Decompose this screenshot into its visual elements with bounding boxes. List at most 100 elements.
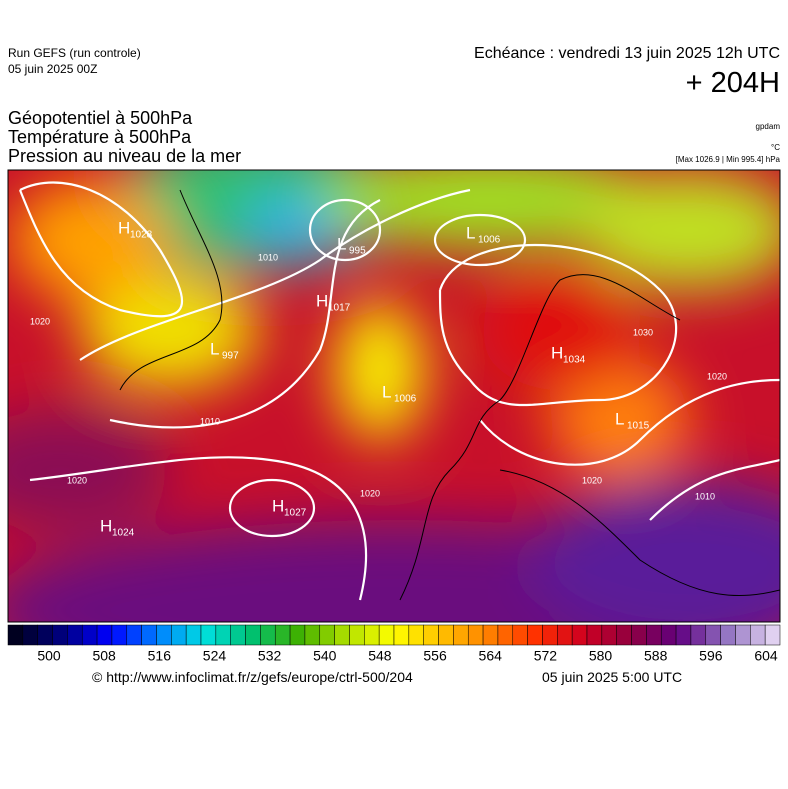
center-type: H <box>118 218 130 237</box>
colorbar-tick-label: 532 <box>258 648 282 664</box>
colorbar-swatch <box>467 624 484 646</box>
center-type: L <box>466 223 475 242</box>
colorbar-tick-label: 540 <box>313 648 337 664</box>
colorbar-tick-label: 508 <box>92 648 116 664</box>
center-value: 1034 <box>563 355 586 366</box>
colorbar-swatch <box>22 624 38 646</box>
colorbar-tick-label: 604 <box>754 648 778 664</box>
colorbar-swatch <box>393 624 410 646</box>
colorbar-swatch <box>126 624 142 646</box>
center-value: 995 <box>349 246 366 257</box>
isobar-label: 1030 <box>633 327 653 337</box>
colorbar-tick-label: 596 <box>699 648 723 664</box>
colorbar-swatch <box>185 624 202 646</box>
colorbar-tick-label: 572 <box>534 648 558 664</box>
colorbar-tick-label: 588 <box>644 648 668 664</box>
colorbar-swatch <box>67 624 83 646</box>
colorbar-swatch <box>111 624 128 646</box>
center-value: 1024 <box>112 528 135 539</box>
colorbar-swatch <box>156 624 172 646</box>
unit: gpdam <box>755 122 780 131</box>
colorbar-swatch <box>646 624 662 646</box>
colorbar-tick-label: 556 <box>423 648 447 664</box>
center-type: L <box>337 234 346 253</box>
colorbar-swatch <box>408 624 424 646</box>
isobar-label: 1010 <box>258 252 278 262</box>
field: Géopotentiel à 500hPa <box>8 108 193 128</box>
colorbar-swatch <box>423 624 439 646</box>
generated: 05 juin 2025 5:00 UTC <box>542 669 683 685</box>
colorbar-swatch <box>527 624 543 646</box>
colorbar-swatch <box>750 624 766 646</box>
colorbar-swatch <box>245 624 261 646</box>
colorbar-swatch <box>171 624 187 646</box>
center-value: 1017 <box>328 303 351 314</box>
colorbar-swatch <box>364 624 380 646</box>
colorbar-swatch <box>542 624 558 646</box>
center-value: 1028 <box>130 230 153 241</box>
colorbar-swatch <box>720 624 736 646</box>
colorbar-swatch <box>274 624 291 646</box>
center-type: L <box>210 339 219 358</box>
colorbar-swatch <box>141 624 157 646</box>
center-value: 997 <box>222 351 239 362</box>
colorbar-swatch <box>453 624 469 646</box>
isobar-label: 1020 <box>67 475 87 485</box>
colorbar-swatch <box>482 624 499 646</box>
colorbar-swatch <box>705 624 721 646</box>
center-type: H <box>316 291 328 310</box>
colorbar-swatch <box>764 624 781 646</box>
isobars <box>18 181 780 601</box>
temperature-field <box>8 170 780 622</box>
colorbar-swatch <box>304 624 321 646</box>
center-type: H <box>551 343 563 362</box>
isobar-label: 1020 <box>582 475 602 485</box>
isobar-label: 1020 <box>707 371 727 381</box>
colorbar-swatch <box>215 624 231 646</box>
colorbar-swatch <box>497 624 514 646</box>
colorbar-swatch <box>349 624 365 646</box>
colorbar-swatch <box>586 624 603 646</box>
colorbar-swatch <box>81 624 98 646</box>
center-value: 1027 <box>284 508 307 519</box>
isobar-label: 1020 <box>360 488 380 498</box>
coastlines <box>119 189 780 601</box>
colorbar-tick-label: 524 <box>203 648 227 664</box>
colorbar-swatch <box>96 624 113 646</box>
colorbar-swatch <box>334 624 350 646</box>
colorbar-swatch <box>378 624 395 646</box>
colorbar-swatch <box>690 624 707 646</box>
source: © http://www.infoclimat.fr/z/gefs/europe… <box>92 669 413 685</box>
colorbar-swatch <box>557 624 573 646</box>
colorbar-swatch <box>230 624 246 646</box>
colorbar-tick-label: 500 <box>37 648 61 664</box>
center-value: 1006 <box>394 394 417 405</box>
center-type: H <box>100 516 112 535</box>
unit: [Max 1026.9 | Min 995.4] hPa <box>675 155 780 164</box>
colorbar-swatch <box>660 624 677 646</box>
center-type: L <box>615 409 624 428</box>
colorbar-swatch <box>289 624 306 646</box>
unit: °C <box>771 143 780 152</box>
colorbar-tick-label: 548 <box>368 648 392 664</box>
center-type: H <box>272 496 284 515</box>
center-value: 1006 <box>478 235 501 246</box>
colorbar-swatch <box>37 624 53 646</box>
valid-time: Echéance : vendredi 13 juin 2025 12h UTC <box>474 45 780 62</box>
colorbar-swatch <box>675 624 692 646</box>
isobar-label: 1020 <box>30 316 50 326</box>
colorbar-swatch <box>631 624 647 646</box>
colorbar-swatch <box>200 624 217 646</box>
colorbar-swatch <box>260 624 276 646</box>
lead-time: + 204H <box>685 67 780 99</box>
colorbar-tick-label: 516 <box>148 648 172 664</box>
run-date: 05 juin 2025 00Z <box>8 62 98 76</box>
colorbar-swatch <box>319 624 335 646</box>
colorbar-tick-label: 580 <box>589 648 613 664</box>
colorbar-swatch <box>438 624 454 646</box>
colorbar-swatch <box>52 624 68 646</box>
map-frame <box>7 169 781 623</box>
colorbar-swatch <box>616 624 632 646</box>
